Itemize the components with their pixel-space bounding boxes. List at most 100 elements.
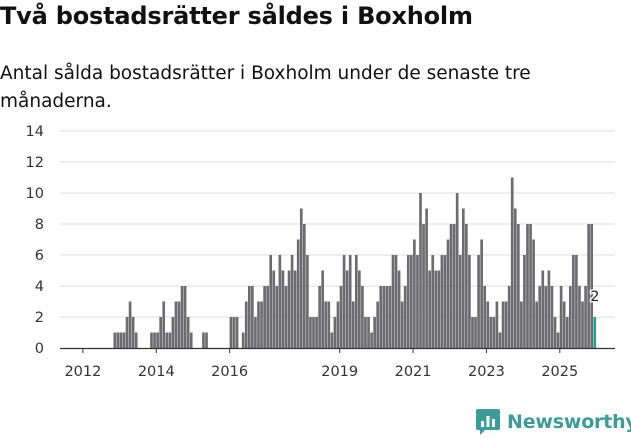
bar <box>306 255 309 348</box>
bar <box>318 286 321 348</box>
bar <box>358 270 361 348</box>
bar <box>547 270 551 348</box>
bar <box>556 332 560 348</box>
bar <box>354 255 358 348</box>
bar <box>443 255 447 348</box>
bar <box>272 270 276 348</box>
bar <box>251 286 254 348</box>
bar <box>128 301 132 348</box>
bar <box>465 224 468 348</box>
bar <box>171 317 175 348</box>
bar <box>278 255 282 348</box>
x-tick-label: 2021 <box>395 364 432 380</box>
bar <box>321 270 324 348</box>
bar <box>538 286 542 348</box>
bar <box>345 270 349 348</box>
bar <box>269 255 273 348</box>
x-tick-label: 2025 <box>541 364 578 380</box>
bar <box>150 332 153 348</box>
bar <box>504 301 508 348</box>
bar <box>376 301 380 348</box>
bar <box>455 193 459 348</box>
bar <box>419 193 422 348</box>
bar <box>406 255 410 348</box>
bar <box>189 332 193 348</box>
bar <box>370 332 373 348</box>
bar <box>403 286 407 348</box>
bar <box>339 286 343 348</box>
bar <box>168 332 172 348</box>
newsworthy-logo: Newsworthy <box>475 406 631 438</box>
bar <box>373 317 376 348</box>
bar <box>186 317 190 348</box>
bar <box>474 317 477 348</box>
bar <box>397 270 401 348</box>
bar <box>351 301 355 348</box>
bar <box>159 317 162 348</box>
x-tick-label: 2014 <box>138 364 175 380</box>
bar <box>260 301 263 348</box>
bar <box>422 224 425 348</box>
bar <box>287 270 291 348</box>
bar <box>471 317 474 348</box>
bar <box>480 239 483 348</box>
x-tick-label: 2012 <box>64 364 101 380</box>
x-tick-label: 2019 <box>321 364 358 380</box>
bar <box>244 301 248 348</box>
bar <box>327 301 331 348</box>
x-tick-label: 2016 <box>211 364 248 380</box>
bar <box>382 286 386 348</box>
bar <box>440 255 444 348</box>
y-tick-label: 12 <box>26 155 44 171</box>
bar <box>324 301 328 348</box>
bar <box>235 317 239 348</box>
x-tick-label: 2023 <box>468 364 505 380</box>
bar <box>590 224 594 348</box>
chart-bubble-icon <box>476 409 500 435</box>
bar <box>541 270 545 348</box>
bar <box>134 332 138 348</box>
bar <box>309 317 312 348</box>
bar <box>578 286 581 348</box>
bar <box>229 317 233 348</box>
bar <box>153 332 156 348</box>
bar <box>565 317 569 348</box>
bar <box>486 301 490 348</box>
bar <box>293 270 297 348</box>
bar <box>431 255 435 348</box>
bar <box>562 301 566 348</box>
bar <box>461 208 465 348</box>
bar <box>584 286 587 348</box>
y-tick-label: 14 <box>26 124 44 140</box>
bar <box>452 224 456 348</box>
bar <box>535 301 538 348</box>
bar <box>119 332 123 348</box>
bar <box>131 317 135 348</box>
brand-name: Newsworthy <box>507 411 631 433</box>
bar <box>587 224 590 348</box>
bar <box>315 317 318 348</box>
bar <box>468 255 471 348</box>
y-tick-label: 8 <box>35 217 44 233</box>
bar <box>177 301 181 348</box>
bar <box>348 255 352 348</box>
bar <box>162 301 166 348</box>
bar <box>247 286 251 348</box>
bar <box>492 317 496 348</box>
bar <box>205 332 208 348</box>
bar <box>410 255 413 348</box>
bar <box>299 208 303 348</box>
bar <box>513 208 517 348</box>
bar <box>303 224 306 348</box>
bar <box>400 301 404 348</box>
bar <box>575 255 578 348</box>
bar <box>257 301 260 348</box>
bar <box>489 317 493 348</box>
bar <box>550 286 554 348</box>
bar <box>501 301 505 348</box>
bar <box>523 255 526 348</box>
bar <box>425 208 428 348</box>
bar <box>458 255 462 348</box>
bar <box>254 317 257 348</box>
y-tick-label: 6 <box>35 248 44 264</box>
